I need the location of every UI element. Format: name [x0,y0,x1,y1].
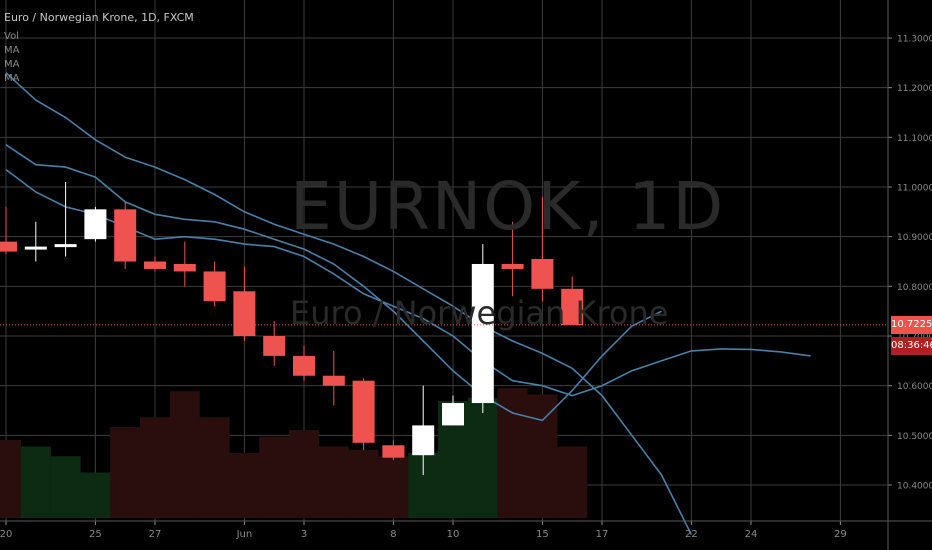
candle-body [412,425,435,456]
candle-body [54,244,77,248]
indicator-ma-label[interactable]: MA [4,73,20,84]
volume-bar [229,453,260,518]
candle-body [173,263,196,272]
indicator-volume-label[interactable]: Vol [4,31,19,42]
x-tick-label: 3 [301,529,307,540]
candle-body [0,241,17,252]
volume-bar [50,456,81,518]
chart-title[interactable]: Euro / Norwegian Krone, 1D, FXCM [4,11,194,24]
watermark-symbol: EURNOK, 1D [290,168,726,245]
volume-bars [0,388,588,518]
candle-body [561,288,584,326]
x-tick-label: 22 [685,529,698,540]
candle-body [24,246,47,250]
candle-body [352,380,375,443]
indicator-legend: Vol MA MA MA [4,30,19,86]
indicator-ma-label[interactable]: MA [4,59,20,70]
bar-countdown-label: 08:36:46 [891,336,932,355]
watermark-name: Euro / Norwegian Krone [290,294,669,332]
moving-average-line [5,168,811,397]
volume-bar [318,446,349,518]
volume-bar [497,388,528,518]
x-tick-label: 27 [149,529,162,540]
candle-body [531,259,554,289]
x-tick-label: Jun [236,529,253,540]
candle-body [322,375,345,386]
y-tick-label: 11.20000 [897,84,932,94]
candles [0,182,584,476]
candle-body [263,336,286,356]
y-tick-label: 11.30000 [897,35,932,45]
candle-body [501,263,524,269]
volume-bar [378,456,409,518]
volume-bar [20,446,51,518]
y-tick-label: 10.80000 [897,283,932,293]
candle-body [84,209,107,240]
y-tick-label: 10.60000 [897,382,932,392]
x-tick-label: 17 [596,529,609,540]
x-tick-label: 25 [89,529,102,540]
x-tick-label: 24 [745,529,758,540]
candle-body [144,261,166,269]
volume-bar [80,472,111,518]
volume-bar [467,397,498,518]
candle-body [114,209,137,262]
volume-bar [140,417,170,518]
x-tick-label: 29 [834,529,847,540]
volume-bar [557,446,588,518]
volume-bar [289,430,319,518]
volume-bar [0,440,21,518]
y-tick-label: 11.10000 [897,134,932,144]
x-tick-label: 15 [536,529,549,540]
moving-average-line [5,144,662,422]
candle-body [442,403,464,426]
x-tick-label: 20 [0,529,12,540]
candle-body [471,263,494,404]
volume-bar [169,391,200,518]
y-tick-label: 10.50000 [897,432,932,442]
moving-average-line [5,72,693,536]
volume-bar [527,394,558,518]
x-tick-label: 8 [390,529,396,540]
volume-bar [348,449,379,518]
y-tick-label: 11.00000 [897,184,932,194]
volume-bar [110,427,141,518]
volume-bar [259,436,290,518]
x-tick-label: 10 [447,529,460,540]
volume-bar [199,417,230,518]
y-tick-label: 10.90000 [897,233,932,243]
moving-average-lines [5,72,811,536]
candle-body [233,291,256,336]
candle-body [382,445,405,458]
y-tick-label: 10.40000 [897,482,932,492]
indicator-ma-label[interactable]: MA [4,45,20,56]
candle-body [293,355,315,376]
candle-body [203,271,226,302]
